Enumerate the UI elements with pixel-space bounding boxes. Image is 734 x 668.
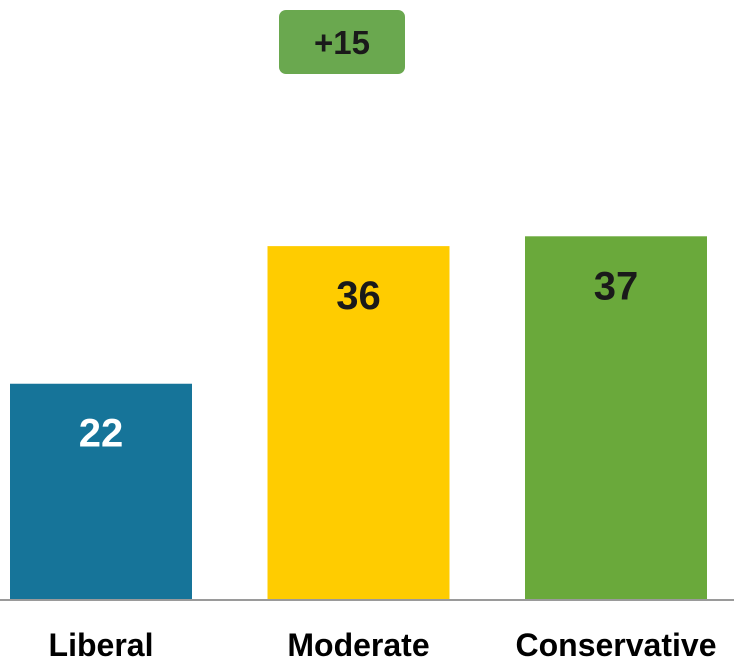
difference-annotation: +15 (279, 10, 405, 74)
data-label-liberal: 22 (79, 412, 124, 456)
x-tick-label-moderate: Moderate (287, 627, 429, 663)
x-tick-label-conservative: Conservative (516, 627, 717, 663)
bar-moderate (267, 246, 450, 600)
x-axis-labels: Liberal Moderate Conservative (49, 627, 717, 663)
bar-conservative (525, 236, 707, 601)
bars: 22 36 37 (10, 236, 707, 601)
difference-label: +15 (314, 24, 370, 61)
data-label-moderate: 36 (336, 274, 381, 318)
bar-liberal (10, 383, 192, 600)
data-label-conservative: 37 (594, 264, 639, 308)
x-tick-label-liberal: Liberal (49, 627, 154, 663)
difference-badge (279, 10, 405, 74)
